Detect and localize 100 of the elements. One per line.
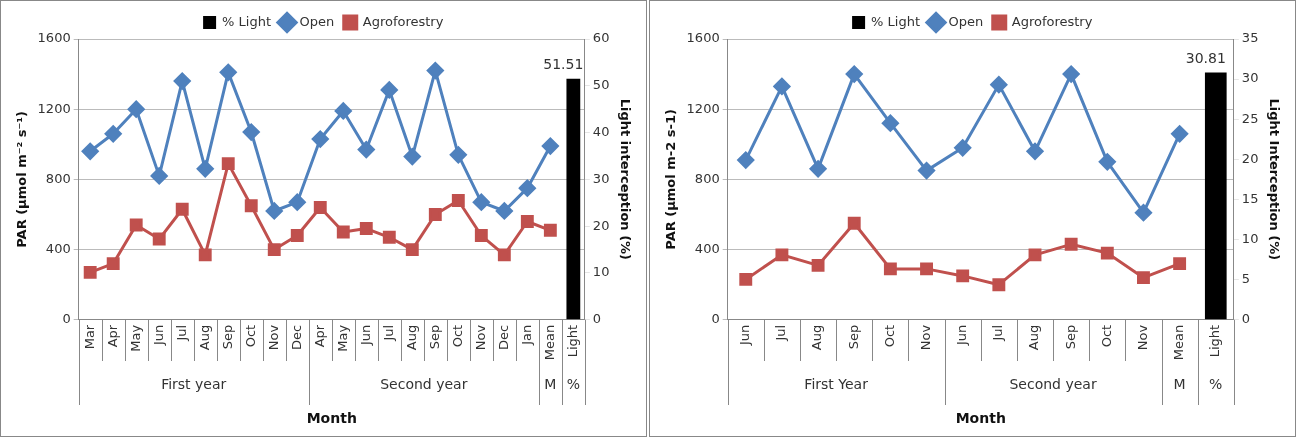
point (1100, 246, 1114, 260)
point (920, 262, 933, 276)
y2-tick-label: 40 (592, 123, 610, 139)
point (1098, 153, 1116, 171)
y2-tick-label: 0 (1241, 311, 1251, 327)
y-tick-label: 400 (694, 240, 720, 256)
point (290, 229, 304, 242)
x-tick-label: Nov (1134, 324, 1150, 351)
y-tick-label: 0 (711, 311, 720, 327)
x-tick-label: Jul (173, 324, 189, 342)
point (83, 265, 97, 279)
x-tick-label: May (334, 324, 350, 352)
x-tick-label: Jul (990, 324, 1006, 342)
point (380, 81, 398, 99)
text: First Year (804, 375, 869, 392)
x-tick-label: Jun (357, 324, 373, 347)
x-tick-label: Sep (219, 324, 235, 350)
point (809, 160, 827, 178)
point (918, 162, 936, 180)
text: M (1173, 375, 1186, 392)
point (242, 123, 260, 141)
y2-tick-label: 20 (592, 217, 610, 233)
y2-tick-label: 50 (592, 77, 610, 93)
point (775, 248, 789, 262)
y-tick-label: 0 (62, 311, 71, 327)
y-tick-label: 1200 (686, 100, 720, 116)
text: Second year (380, 375, 468, 392)
x-tick-label: Nov (472, 324, 488, 351)
text: First year (161, 375, 227, 392)
legend-label: Agroforestry (362, 13, 444, 29)
y2-tick-label: 35 (1241, 30, 1259, 46)
point (1028, 248, 1042, 262)
text: Second year (1009, 375, 1097, 392)
point (497, 248, 511, 262)
point (198, 248, 212, 262)
x-tick-label: Dec (495, 324, 511, 350)
point (518, 179, 536, 197)
y-tick-label: 1600 (37, 30, 71, 46)
x-tick-label: May (127, 324, 143, 352)
point (267, 243, 281, 257)
point (265, 202, 283, 220)
point (127, 100, 145, 118)
point (992, 278, 1006, 292)
point (150, 167, 168, 185)
point (954, 139, 972, 157)
y2-tick-label: 10 (592, 264, 610, 280)
point (196, 160, 214, 178)
point (451, 194, 465, 207)
x-tick-label: Jun (150, 324, 166, 347)
x-tick-label: Aug (1026, 324, 1042, 351)
y2-axis-title: Light Interception (%) (1266, 98, 1282, 261)
y-tick-label: 1200 (37, 100, 71, 116)
x-tick-label: Sep (845, 324, 861, 350)
point (520, 215, 534, 228)
x-tick-label: Light (564, 324, 580, 358)
y-tick-label: 1600 (686, 30, 720, 46)
x-axis-title: Month (306, 410, 357, 427)
text: % (566, 375, 581, 392)
y-tick-label: 800 (45, 170, 71, 186)
y-tick-label: 400 (45, 240, 71, 256)
point (737, 151, 755, 169)
x-tick-label: Light (1207, 324, 1223, 358)
point (883, 262, 897, 276)
x-tick-label: Jan (518, 324, 534, 346)
point (405, 243, 419, 257)
point (359, 222, 373, 235)
point (313, 201, 327, 214)
x-tick-label: Mar (81, 324, 97, 350)
y2-tick-label: 60 (592, 30, 610, 46)
point (357, 141, 375, 159)
point (428, 208, 442, 221)
point (311, 130, 329, 148)
legend-label: Open (299, 13, 335, 29)
legend-label: % Light (871, 13, 921, 29)
point (106, 257, 120, 271)
point (990, 76, 1008, 94)
x-tick-label: Dec (288, 324, 304, 350)
point (219, 63, 237, 81)
point (1026, 142, 1044, 160)
point (244, 199, 258, 213)
point (81, 142, 99, 160)
x-tick-label: Apr (104, 324, 120, 348)
y2-tick-label: 15 (1241, 190, 1259, 206)
point (152, 232, 166, 246)
x-tick-label: Aug (403, 324, 419, 351)
y2-tick-label: 20 (1241, 150, 1259, 166)
x-tick-label: Sep (1062, 324, 1078, 350)
point (543, 223, 557, 237)
x-tick-label: Nov (265, 324, 281, 351)
point (739, 272, 753, 286)
legend-label: % Light (222, 13, 272, 29)
point (1137, 271, 1150, 285)
x-tick-label: Oct (881, 324, 897, 348)
point (956, 269, 970, 283)
y-tick-label: 800 (694, 170, 720, 186)
point (173, 72, 191, 90)
x-tick-label: Aug (196, 324, 212, 351)
data-label: 30.81 (1185, 50, 1226, 67)
data-label: 51.51 (543, 56, 584, 73)
point (104, 125, 122, 143)
